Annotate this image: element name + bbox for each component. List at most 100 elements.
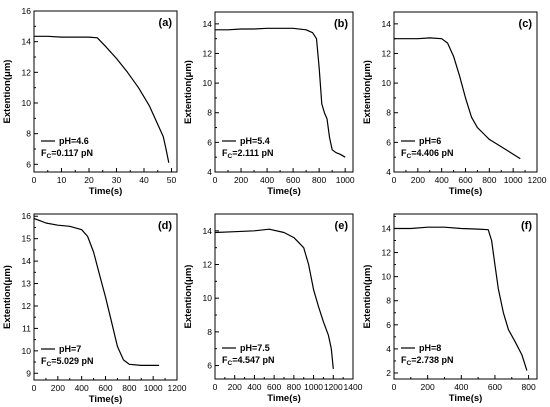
x-tick-label: 0: [392, 175, 397, 185]
legend-force-label: FC=2.738 pN: [401, 355, 453, 367]
x-tick-label: 800: [521, 382, 535, 392]
legend-force-value: =2.111 pN: [232, 148, 273, 158]
y-tick-label: 14: [22, 256, 32, 266]
x-tick-label: 200: [228, 382, 242, 392]
x-tick-label: 600: [286, 175, 300, 185]
legend-force-subscript: C: [407, 153, 412, 160]
y-tick-label: 10: [22, 346, 32, 356]
x-tick-label: 600: [98, 383, 112, 393]
y-tick-label: 2: [386, 368, 391, 378]
x-tick-label: 1000: [336, 175, 355, 185]
y-tick-label: 4: [386, 167, 391, 177]
panel-label: (a): [159, 17, 173, 29]
plot-frame: [214, 11, 354, 173]
panel-label: (b): [334, 18, 348, 30]
y-tick-label: 10: [22, 98, 32, 108]
y-tick-label: 6: [26, 159, 31, 169]
legend-force-symbol: F: [41, 148, 47, 158]
series-line: [214, 228, 334, 369]
x-tick-label: 600: [458, 175, 472, 185]
y-tick-label: 12: [203, 48, 213, 58]
y-tick-label: 13: [22, 279, 32, 289]
panel-label: (d): [158, 220, 172, 232]
legend-force-value: =4.406 pN: [411, 148, 453, 158]
plot-frame: [393, 213, 538, 380]
panel-label: (f): [521, 220, 532, 232]
x-tick-label: 800: [122, 383, 136, 393]
y-tick-label: 10: [203, 293, 213, 303]
legend-force-symbol: F: [222, 355, 228, 365]
legend-force-subscript: C: [228, 153, 233, 160]
y-tick-label: 8: [26, 129, 31, 139]
legend-label: pH=4.6: [59, 136, 89, 146]
y-tick-label: 8: [386, 108, 391, 118]
legend-force-label: FC=2.111 pN: [222, 148, 274, 160]
x-axis-label: Time(s): [449, 186, 483, 197]
y-tick-label: 10: [382, 78, 392, 88]
y-tick-label: 8: [386, 296, 391, 306]
x-axis-label: Time(s): [267, 186, 301, 197]
legend-label: pH=8: [419, 343, 441, 353]
legend-force-label: FC=4.547 pN: [222, 355, 274, 367]
legend-force-symbol: F: [401, 148, 407, 158]
y-tick-label: 14: [22, 37, 32, 47]
y-tick-label: 12: [22, 301, 32, 311]
legend-force-symbol: F: [41, 356, 47, 366]
legend-force-symbol: F: [222, 148, 228, 158]
y-tick-label: 14: [203, 226, 213, 236]
chart-panel-c: 0 200 400 600 800 1000 1200 4 6 8 10 12 14 Time(s) Ext…: [362, 11, 547, 197]
legend-force-subscript: C: [47, 361, 52, 368]
series-line: [215, 27, 346, 158]
panel-label: (c): [519, 18, 533, 30]
x-tick-label: 600: [267, 382, 281, 392]
legend-force-value: =5.029 pN: [51, 356, 93, 366]
plot-frame: [33, 10, 178, 173]
y-tick-label: 15: [22, 234, 32, 244]
x-tick-label: 0: [32, 175, 37, 185]
y-tick-label: 8: [207, 327, 212, 337]
y-tick-label: 6: [386, 137, 391, 147]
y-axis-label: Extention(μm): [362, 60, 373, 124]
series-line: [394, 226, 528, 371]
y-tick-label: 4: [386, 344, 391, 354]
y-axis-label: Extention(μm): [183, 265, 194, 329]
y-tick-label: 10: [382, 272, 392, 282]
panel-label: (e): [335, 220, 349, 232]
x-tick-label: 20: [84, 175, 94, 185]
y-tick-label: 14: [382, 223, 392, 233]
x-tick-label: 30: [112, 175, 122, 185]
series-line: [394, 37, 521, 160]
legend-force-subscript: C: [228, 360, 233, 367]
y-tick-label: 12: [382, 248, 392, 258]
y-tick-label: 11: [22, 323, 31, 333]
x-tick-label: 1200: [168, 383, 187, 393]
legend-force-value: =4.547 pN: [232, 355, 274, 365]
y-tick-label: 12: [22, 67, 32, 77]
y-tick-label: 16: [22, 211, 32, 221]
y-tick-label: 10: [203, 78, 213, 88]
x-tick-label: 1000: [144, 383, 163, 393]
x-tick-label: 200: [234, 175, 248, 185]
x-tick-label: 0: [213, 382, 218, 392]
x-tick-label: 200: [411, 175, 425, 185]
x-tick-label: 800: [482, 175, 496, 185]
legend-label: pH=6: [419, 136, 441, 146]
x-tick-label: 1000: [504, 175, 523, 185]
legend-label: pH=5.4: [240, 136, 270, 146]
y-tick-label: 8: [207, 108, 212, 118]
x-tick-label: 0: [213, 175, 218, 185]
y-tick-label: 6: [207, 137, 212, 147]
chart-panel-f: 0 200 400 600 800 2 4 6 8 10 12 14 Time(s) Extention(…: [362, 213, 538, 404]
x-tick-label: 400: [435, 175, 449, 185]
y-tick-label: 9: [26, 368, 31, 378]
x-tick-label: 50: [167, 175, 177, 185]
y-axis-label: Extention(μm): [362, 265, 373, 329]
y-tick-label: 14: [203, 19, 213, 29]
x-tick-label: 800: [287, 382, 301, 392]
legend-force-label: FC=4.406 pN: [401, 148, 453, 160]
x-tick-label: 0: [392, 382, 397, 392]
x-tick-label: 400: [454, 382, 468, 392]
x-axis-label: Time(s): [449, 393, 483, 404]
x-axis-label: Time(s): [89, 394, 123, 405]
